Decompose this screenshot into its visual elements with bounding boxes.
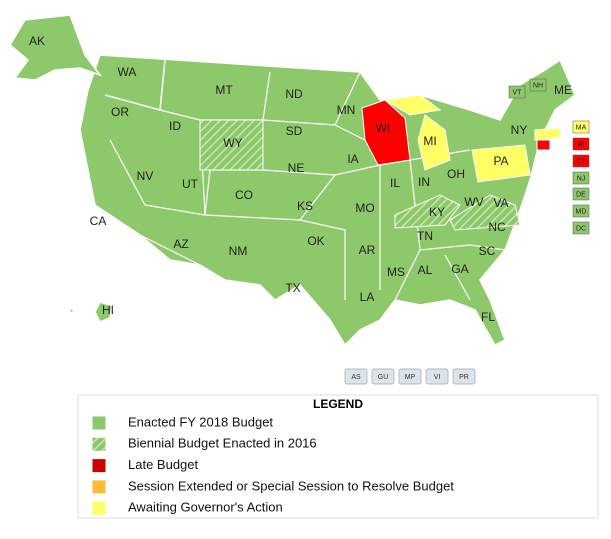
state-label: OK bbox=[307, 234, 324, 248]
state-box bbox=[572, 154, 590, 168]
state-label: NH bbox=[533, 82, 543, 89]
state-label: IN bbox=[418, 175, 430, 189]
territory-label: GU bbox=[378, 374, 389, 381]
state-label: SD bbox=[286, 124, 303, 138]
legend-label: Biennial Budget Enacted in 2016 bbox=[128, 436, 317, 451]
territory-label: PR bbox=[459, 374, 469, 381]
state-label: MD bbox=[576, 208, 587, 215]
state-box bbox=[572, 187, 590, 201]
territory-button[interactable] bbox=[452, 368, 476, 385]
state-shape bbox=[534, 127, 561, 141]
territory-label: MP bbox=[405, 374, 416, 381]
state-label: GA bbox=[451, 262, 468, 276]
state-label: IL bbox=[390, 176, 400, 190]
legend-swatch bbox=[91, 479, 107, 495]
state-label: MA bbox=[576, 124, 587, 131]
state-label: NC bbox=[488, 220, 506, 234]
territory-button[interactable] bbox=[425, 368, 449, 385]
state-shape bbox=[417, 114, 451, 171]
state-label: ME bbox=[554, 83, 572, 97]
state-shape bbox=[536, 139, 551, 151]
state-label: MS bbox=[387, 265, 405, 279]
legend-title: LEGEND bbox=[313, 397, 363, 411]
legend-swatch bbox=[91, 500, 107, 516]
state-box bbox=[572, 137, 590, 151]
state-label: ID bbox=[169, 119, 181, 133]
territory-label: AS bbox=[351, 374, 361, 381]
state-label: OR bbox=[111, 105, 129, 119]
state-label: MO bbox=[355, 201, 374, 215]
state-shape bbox=[449, 194, 521, 231]
state-label: TN bbox=[417, 229, 433, 243]
state-label: NM bbox=[229, 244, 248, 258]
state-label: NV bbox=[137, 169, 154, 183]
state-label: WA bbox=[118, 65, 137, 79]
territory-button[interactable] bbox=[371, 368, 395, 385]
state-box bbox=[529, 78, 547, 92]
legend-label: Awaiting Governor's Action bbox=[128, 500, 283, 515]
state-label: CA bbox=[90, 214, 107, 228]
state-label: CO bbox=[235, 188, 253, 202]
state-label: DC bbox=[576, 225, 586, 232]
state-label: UT bbox=[182, 177, 199, 191]
state-label: LA bbox=[360, 290, 375, 304]
territory-button[interactable] bbox=[344, 368, 368, 385]
state-label: VA bbox=[493, 196, 508, 210]
highlighted-states bbox=[199, 94, 561, 231]
territory-button[interactable] bbox=[398, 368, 422, 385]
state-label: AZ bbox=[173, 237, 188, 251]
state-box bbox=[572, 120, 590, 134]
state-label: NY bbox=[511, 123, 528, 137]
state-shape bbox=[394, 194, 461, 229]
state-label: SC bbox=[479, 244, 496, 258]
state-box bbox=[572, 221, 590, 235]
state-label: FL bbox=[481, 310, 495, 324]
state-label: WI bbox=[376, 121, 391, 135]
state-label: MT bbox=[215, 83, 233, 97]
state-label: NE bbox=[288, 161, 305, 175]
state-label: PA bbox=[493, 154, 508, 168]
state-shape bbox=[199, 119, 264, 171]
state-shape bbox=[383, 94, 442, 116]
state-label: NJ bbox=[577, 175, 586, 182]
legend-box bbox=[77, 394, 599, 519]
legend-label: Session Extended or Special Session to R… bbox=[128, 478, 454, 493]
state-label: DE bbox=[576, 191, 586, 198]
state-box bbox=[572, 204, 590, 218]
state-shape bbox=[471, 144, 531, 183]
state-box bbox=[572, 171, 590, 185]
territory-label: VI bbox=[434, 374, 441, 381]
state-label: CT bbox=[576, 158, 586, 165]
state-label: AK bbox=[29, 34, 45, 48]
state-label: ND bbox=[285, 87, 303, 101]
state-label: WY bbox=[223, 136, 242, 150]
state-label: HI bbox=[102, 303, 114, 317]
state-label: RI bbox=[578, 141, 585, 148]
legend-swatch bbox=[91, 436, 107, 452]
legend-label: Late Budget bbox=[128, 457, 199, 472]
state-label: KS bbox=[297, 199, 313, 213]
state-label: OH bbox=[447, 167, 465, 181]
state-label: VT bbox=[513, 89, 523, 96]
state-label: AL bbox=[418, 263, 433, 277]
legend-swatch bbox=[91, 415, 107, 431]
state-label: KY bbox=[429, 205, 445, 219]
state-label: IA bbox=[347, 152, 358, 166]
state-label: TX bbox=[285, 281, 300, 295]
state-box bbox=[508, 85, 526, 99]
state-label: MI bbox=[423, 134, 436, 148]
state-label: WV bbox=[464, 195, 483, 209]
legend-label: Enacted FY 2018 Budget bbox=[128, 414, 273, 429]
legend-swatch bbox=[91, 458, 107, 474]
state-label: AR bbox=[359, 243, 376, 257]
state-label: MN bbox=[337, 103, 356, 117]
